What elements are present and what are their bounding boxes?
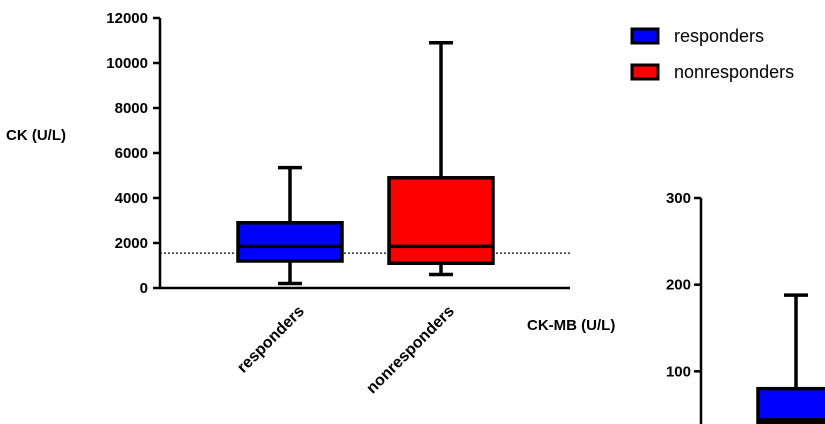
- ck-mb-boxes: [756, 293, 825, 424]
- legend-label: nonresponders: [674, 62, 794, 82]
- ck-category-labels: responders nonresponders: [234, 303, 458, 397]
- ck-mb-y-axis-ticks: 100 200 300: [666, 190, 703, 424]
- ck-boxes: [236, 41, 495, 286]
- ck-mb-chart: 100 200 300 CK-MB (U/L): [527, 190, 825, 424]
- ck-y-axis-ticks: 0 2000 4000 6000 8000 10000 12000: [106, 10, 570, 297]
- legend-swatch-nonresponders: [630, 63, 660, 81]
- ck-y-tick-label: 2000: [115, 235, 148, 252]
- legend: responders nonresponders: [630, 26, 794, 82]
- ck-y-tick-label: 0: [140, 280, 148, 297]
- legend-swatch-responders: [630, 27, 660, 45]
- ck-category-label: nonresponders: [363, 303, 457, 397]
- ck-y-tick-label: 8000: [115, 100, 148, 117]
- box-nonresponders: [387, 176, 495, 265]
- ck-y-tick-label: 4000: [115, 190, 148, 207]
- ck-mb-y-tick-label: 100: [666, 363, 691, 380]
- ck-mb-y-tick-label: 200: [666, 277, 691, 294]
- ck-y-tick-label: 6000: [115, 145, 148, 162]
- ck-y-axis-label: CK (U/L): [6, 127, 66, 144]
- ck-category-label: responders: [234, 303, 308, 377]
- ck-y-tick-label: 10000: [106, 55, 148, 72]
- box-responders: [756, 386, 825, 424]
- ck-mb-y-tick-label: 300: [666, 190, 691, 207]
- ck-y-tick-label: 12000: [106, 10, 148, 27]
- box-responders: [236, 221, 344, 263]
- legend-label: responders: [674, 26, 764, 46]
- ck-chart: 0 2000 4000 6000 8000 10000 12000 responders no…: [6, 10, 570, 397]
- ck-mb-y-axis-label: CK-MB (U/L): [527, 317, 615, 334]
